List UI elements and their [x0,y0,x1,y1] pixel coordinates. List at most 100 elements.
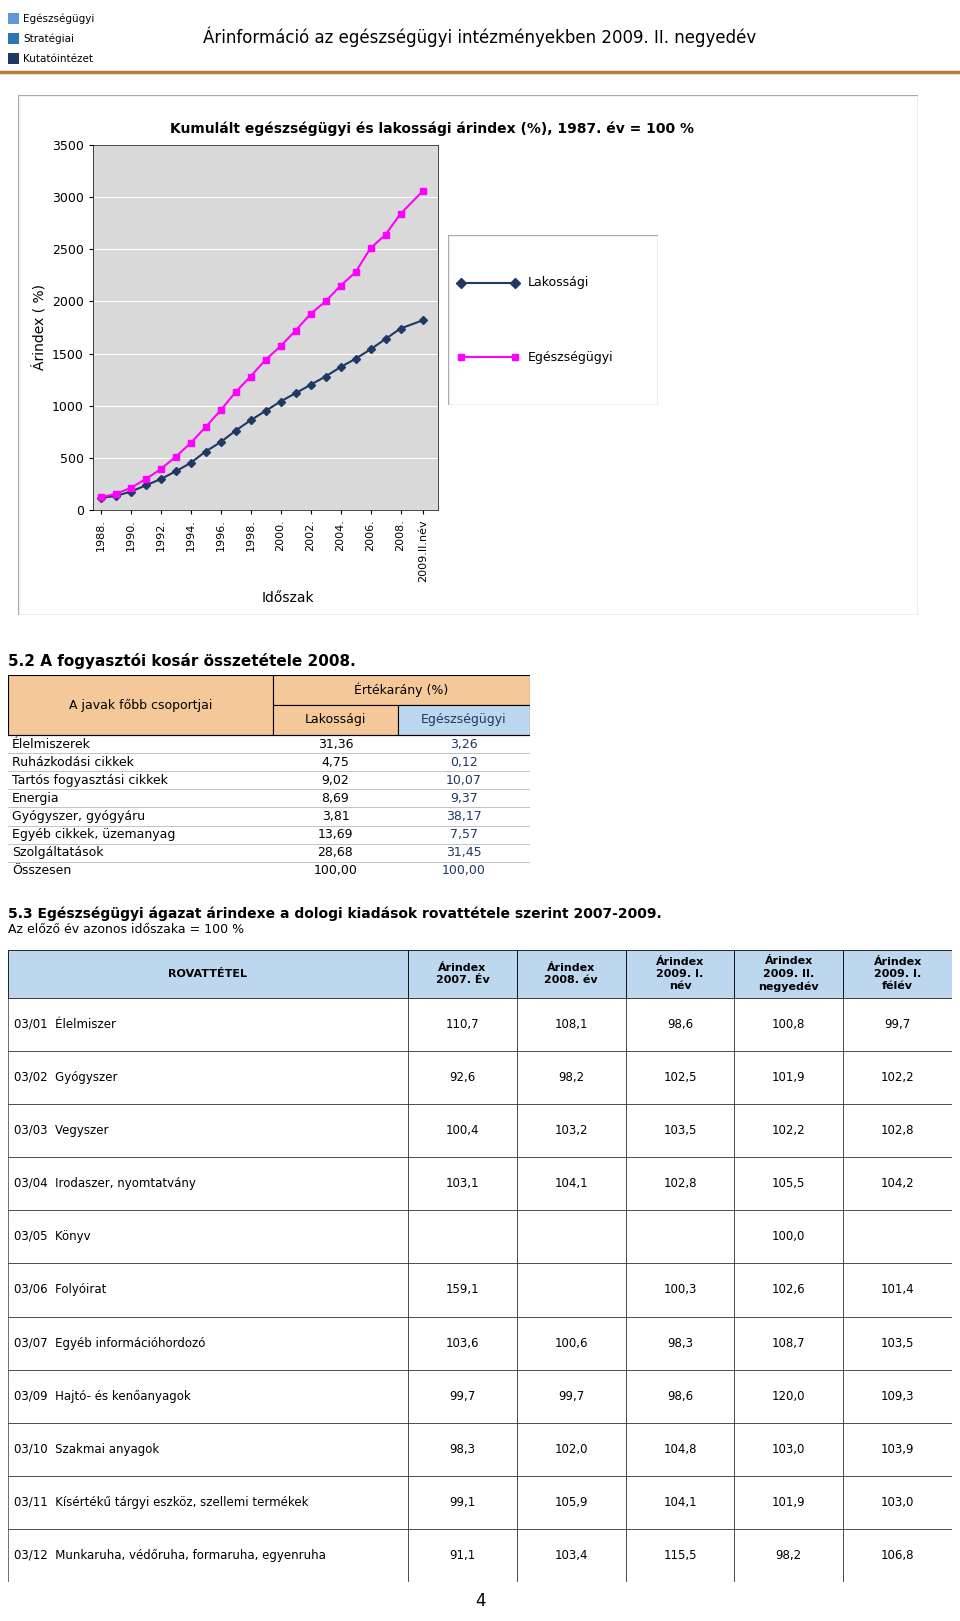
Text: 109,3: 109,3 [881,1389,914,1402]
Bar [843,1104,952,1157]
Text: Egyéb cikkek, üzemanyag: Egyéb cikkek, üzemanyag [12,828,176,841]
Bar [516,950,626,999]
Text: 03/06  Folyóirat: 03/06 Folyóirat [14,1284,107,1297]
Text: 4,75: 4,75 [322,755,349,768]
Bar [8,1157,408,1211]
Text: 31,45: 31,45 [446,846,482,859]
Text: Egészségügyi: Egészségügyi [23,13,94,24]
Text: Értékarány (%): Értékarány (%) [354,682,448,697]
Text: 100,00: 100,00 [442,864,486,877]
Text: 99,7: 99,7 [449,1389,475,1402]
Bar [516,1211,626,1263]
Text: 102,8: 102,8 [881,1125,914,1138]
Text: Tartós fogyasztási cikkek: Tartós fogyasztási cikkek [12,773,168,786]
Text: 92,6: 92,6 [449,1071,475,1084]
Text: 5.2 A fogyasztói kosár összetétele 2008.: 5.2 A fogyasztói kosár összetétele 2008. [8,653,356,669]
Text: 105,9: 105,9 [555,1496,588,1509]
Text: Lakossági: Lakossági [528,276,589,289]
Text: 03/12  Munkaruha, védőruha, formaruha, egyenruha: 03/12 Munkaruha, védőruha, formaruha, eg… [14,1550,325,1563]
Text: 102,6: 102,6 [772,1284,805,1297]
Text: 110,7: 110,7 [445,1018,479,1031]
Bar [408,999,516,1050]
Text: 159,1: 159,1 [445,1284,479,1297]
Bar [408,950,516,999]
Text: ROVATTÉTEL: ROVATTÉTEL [169,969,248,979]
Text: 102,2: 102,2 [772,1125,805,1138]
Text: Árinformáció az egészségügyi intézményekben 2009. II. negyedév: Árinformáció az egészségügyi intézmények… [204,28,756,47]
Text: 100,6: 100,6 [555,1337,588,1350]
Bar [626,1263,734,1316]
Bar [734,1370,843,1423]
Text: Egészségügyi: Egészségügyi [528,350,613,363]
Bar [626,1157,734,1211]
Text: 98,2: 98,2 [558,1071,585,1084]
Bar [8,1370,408,1423]
Bar [408,1529,516,1582]
Bar [626,1475,734,1529]
Bar [8,1211,408,1263]
Text: Energia: Energia [12,793,60,806]
Text: 108,1: 108,1 [555,1018,588,1031]
Bar [734,1263,843,1316]
Text: 99,7: 99,7 [884,1018,911,1031]
Bar [734,1529,843,1582]
Text: 102,5: 102,5 [663,1071,697,1084]
Bar [843,1529,952,1582]
Text: Az előző év azonos időszaka = 100 %: Az előző év azonos időszaka = 100 % [8,922,244,935]
Text: 100,4: 100,4 [445,1125,479,1138]
Bar [843,950,952,999]
Bar [734,950,843,999]
Text: Egészségügyi: Egészségügyi [421,713,507,726]
Text: 10,07: 10,07 [446,773,482,786]
Text: 98,2: 98,2 [776,1550,802,1563]
Bar [843,1316,952,1370]
Text: Kumulált egészségügyi és lakossági árindex (%), 1987. év = 100 %: Kumulált egészségügyi és lakossági árind… [170,122,694,136]
Text: Szolgáltatások: Szolgáltatások [12,846,104,859]
Bar [8,32,19,44]
Text: 103,5: 103,5 [663,1125,697,1138]
Text: 103,5: 103,5 [881,1337,914,1350]
Text: Árindex
2009. I.
félév: Árindex 2009. I. félév [874,956,922,992]
Bar [408,1050,516,1104]
Text: 03/07  Egyéb információhordozó: 03/07 Egyéb információhordozó [14,1337,205,1350]
Bar [626,1370,734,1423]
Bar [516,1475,626,1529]
Text: 03/09  Hajtó- és kenőanyagok: 03/09 Hajtó- és kenőanyagok [14,1389,191,1402]
Text: 103,6: 103,6 [445,1337,479,1350]
Bar [8,950,408,999]
Text: 120,0: 120,0 [772,1389,805,1402]
Text: 5.3 Egészségügyi ágazat árindexe a dologi kiadások rovattétele szerint 2007-2009: 5.3 Egészségügyi ágazat árindexe a dolog… [8,906,661,921]
Text: 31,36: 31,36 [318,738,353,751]
Text: 102,2: 102,2 [880,1071,915,1084]
Text: 7,57: 7,57 [450,828,478,841]
Bar [273,705,398,734]
Bar [408,1104,516,1157]
Text: 03/04  Irodaszer, nyomtatvány: 03/04 Irodaszer, nyomtatvány [14,1177,196,1190]
Text: 3,81: 3,81 [322,810,349,823]
Text: 0,12: 0,12 [450,755,478,768]
Text: 104,1: 104,1 [663,1496,697,1509]
Bar [516,1263,626,1316]
Text: 100,00: 100,00 [314,864,357,877]
Bar [734,1475,843,1529]
Bar [398,705,530,734]
Text: 99,1: 99,1 [449,1496,475,1509]
Bar [408,1211,516,1263]
Text: 38,17: 38,17 [446,810,482,823]
Text: 8,69: 8,69 [322,793,349,806]
Bar [408,1316,516,1370]
Text: 104,8: 104,8 [663,1443,697,1456]
Y-axis label: Árindex ( %): Árindex ( %) [32,285,46,371]
Text: Árindex
2007. Év: Árindex 2007. Év [436,963,490,986]
Bar [516,1104,626,1157]
Bar [734,1211,843,1263]
Bar [843,1211,952,1263]
Bar [516,1370,626,1423]
Bar [734,1050,843,1104]
Bar [408,1157,516,1211]
Text: 102,8: 102,8 [663,1177,697,1190]
Text: 101,4: 101,4 [880,1284,915,1297]
Bar [734,1423,843,1475]
Bar [626,1316,734,1370]
Bar [843,1475,952,1529]
